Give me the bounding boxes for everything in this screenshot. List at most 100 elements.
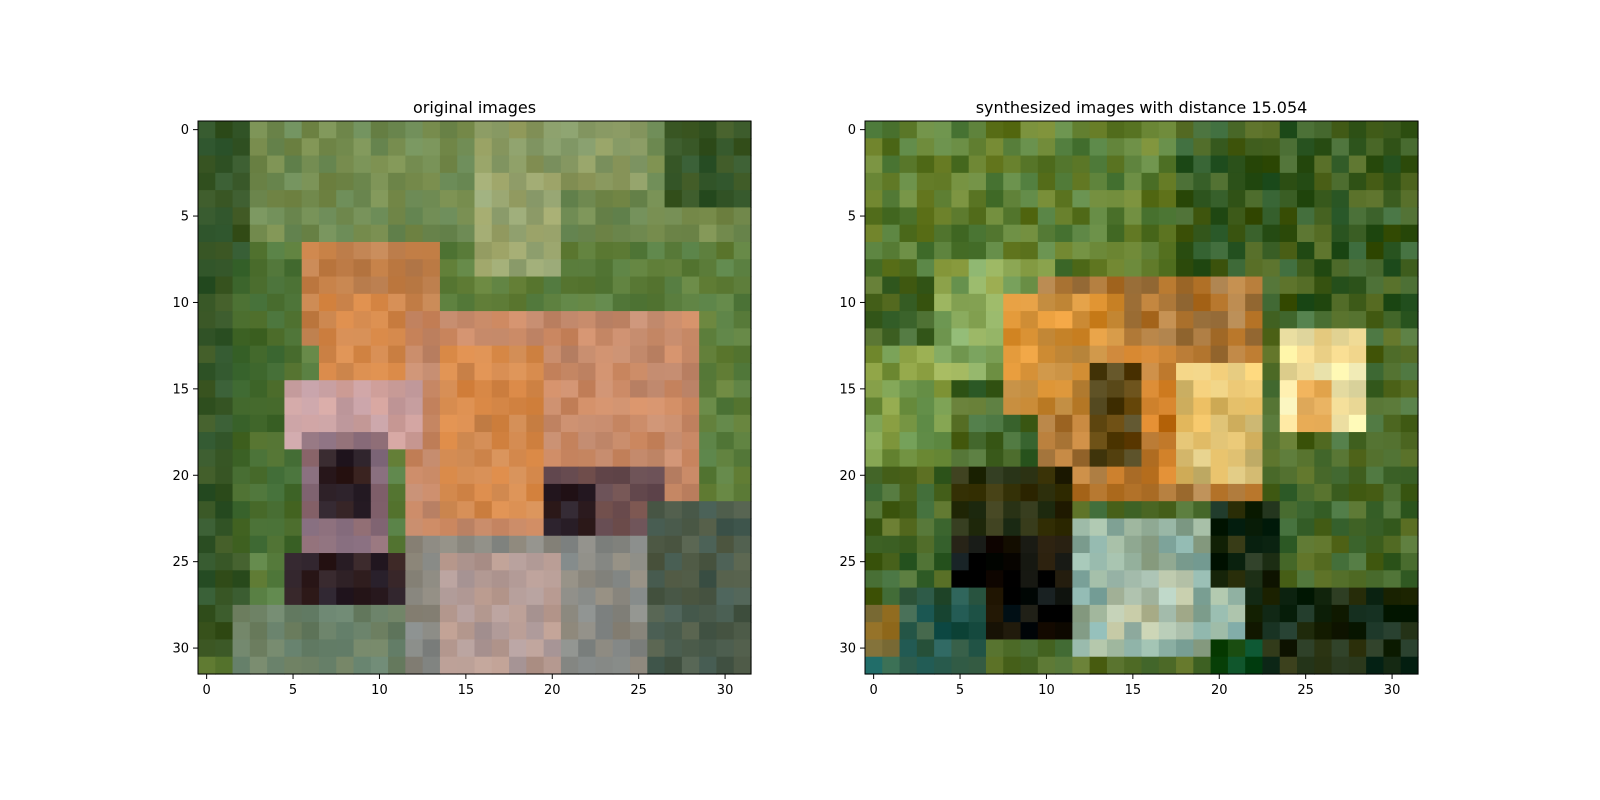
image-pixel [215, 380, 234, 399]
image-pixel [509, 293, 527, 312]
image-pixel [647, 224, 666, 243]
image-pixel [1003, 345, 1022, 364]
image-pixel [1297, 259, 1315, 278]
image-pixel [612, 241, 631, 260]
image-pixel [560, 362, 579, 381]
image-pixel [1176, 190, 1194, 209]
image-pixel [1072, 345, 1091, 364]
image-pixel [1279, 553, 1298, 571]
image-pixel [1141, 570, 1160, 589]
image-pixel [267, 241, 286, 260]
image-pixel [301, 501, 320, 520]
image-pixel [543, 121, 562, 139]
image-pixel [439, 155, 458, 174]
image-pixel [1106, 518, 1125, 537]
image-pixel [439, 449, 458, 468]
image-pixel [1193, 362, 1212, 381]
image-pixel [457, 518, 476, 537]
image-pixel [284, 622, 303, 641]
image-pixel [1383, 570, 1402, 589]
image-pixel [474, 518, 493, 537]
image-pixel [1176, 276, 1194, 295]
image-pixel [457, 224, 476, 243]
image-pixel [882, 190, 901, 209]
image-pixel [612, 397, 631, 416]
image-pixel [716, 518, 735, 537]
image-pixel [198, 483, 216, 502]
image-pixel [578, 518, 597, 537]
image-pixel [1383, 587, 1402, 606]
image-pixel [916, 535, 935, 554]
image-pixel [664, 466, 683, 485]
image-pixel [560, 483, 579, 502]
image-pixel [543, 380, 562, 399]
image-pixel [951, 535, 970, 554]
image-pixel [232, 432, 251, 450]
image-pixel [916, 466, 935, 485]
image-pixel [215, 483, 234, 502]
image-pixel [916, 622, 935, 641]
image-pixel [578, 622, 597, 641]
image-pixel [1331, 362, 1350, 381]
image-pixel [1279, 345, 1298, 364]
image-pixel [560, 518, 579, 537]
image-pixel [1072, 483, 1091, 502]
image-pixel [388, 224, 406, 243]
image-pixel [198, 380, 216, 399]
image-pixel [951, 501, 970, 520]
image-pixel [1089, 570, 1108, 589]
image-pixel [1400, 483, 1419, 502]
image-pixel [405, 639, 424, 658]
image-pixel [1210, 518, 1229, 537]
image-pixel [1020, 570, 1039, 589]
image-pixel [353, 328, 372, 347]
image-pixel [916, 172, 935, 191]
image-pixel [1124, 656, 1143, 675]
image-pixel [1366, 604, 1385, 623]
image-pixel [865, 259, 883, 278]
image-pixel [1020, 518, 1039, 537]
image-pixel [630, 656, 648, 675]
image-pixel [1227, 622, 1246, 641]
image-pixel [232, 276, 251, 295]
image-pixel [681, 190, 700, 209]
image-pixel [1314, 397, 1333, 416]
image-pixel [612, 224, 631, 243]
image-pixel [388, 466, 406, 485]
image-pixel [699, 604, 718, 623]
image-pixel [664, 121, 683, 139]
image-pixel [865, 293, 883, 312]
image-pixel [1400, 604, 1419, 623]
image-pixel [215, 345, 234, 364]
x-tick-label: 20 [544, 683, 561, 698]
image-pixel [630, 276, 648, 295]
image-pixel [215, 535, 234, 554]
image-pixel [951, 190, 970, 209]
image-pixel [422, 293, 441, 312]
image-pixel [716, 466, 735, 485]
image-pixel [1003, 414, 1022, 433]
image-pixel [951, 432, 970, 450]
image-pixel [1037, 466, 1056, 485]
image-pixel [1348, 587, 1367, 606]
image-pixel [388, 570, 406, 589]
image-pixel [865, 380, 883, 399]
image-pixel [405, 190, 424, 209]
image-pixel [1210, 414, 1229, 433]
image-pixel [1020, 276, 1039, 295]
image-pixel [353, 311, 372, 329]
image-pixel [1262, 535, 1281, 554]
image-pixel [1210, 656, 1229, 675]
image-pixel [1072, 449, 1091, 468]
image-pixel [664, 362, 683, 381]
image-pixel [882, 397, 901, 416]
image-pixel [232, 449, 251, 468]
image-pixel [1193, 639, 1212, 658]
image-pixel [1003, 276, 1022, 295]
image-pixel [353, 639, 372, 658]
image-pixel [968, 587, 987, 606]
image-pixel [1193, 414, 1212, 433]
image-pixel [215, 259, 234, 278]
image-pixel [543, 432, 562, 450]
image-pixel [1262, 207, 1281, 226]
